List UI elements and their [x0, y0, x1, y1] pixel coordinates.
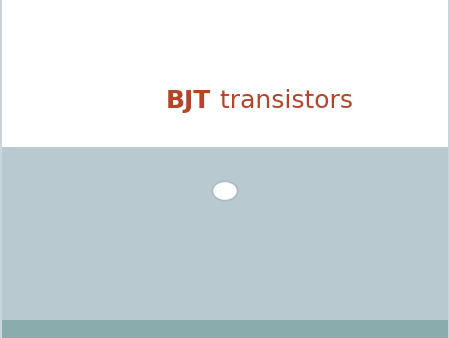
Text: transistors: transistors [212, 89, 352, 114]
Ellipse shape [212, 181, 238, 201]
Bar [448, 0, 450, 338]
Bar [0, 320, 450, 338]
Bar [0, 0, 2, 338]
Bar [0, 0, 450, 147]
Text: BJT: BJT [166, 89, 212, 114]
